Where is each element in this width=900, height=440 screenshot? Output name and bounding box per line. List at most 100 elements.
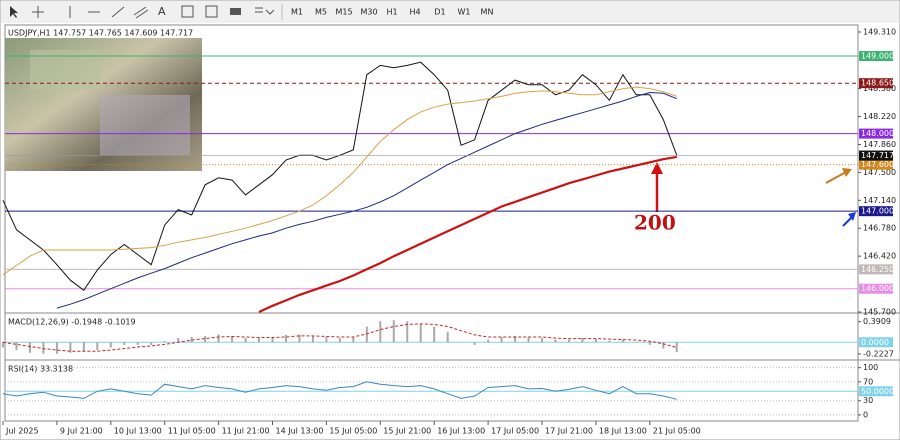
level-label: 149.000 [861, 52, 894, 61]
x-tick-label: 17 Jul 05:00 [491, 427, 539, 436]
level-label-box [859, 386, 893, 397]
shape-icon[interactable] [230, 8, 241, 15]
x-tick-label: 14 Jul 13:00 [276, 427, 324, 436]
macd-bar [136, 342, 139, 345]
macd-bar [163, 341, 166, 343]
timeframe-button[interactable]: M5 [315, 8, 327, 17]
macd-bar [541, 338, 543, 343]
macd-bar [204, 335, 207, 343]
y-tick-label: 147.500 [863, 168, 896, 177]
macd-bar [621, 339, 624, 343]
x-tick-label: 9 Jul 21:00 [60, 427, 103, 436]
level-label: 148.000 [861, 129, 894, 138]
level-label: 148.650 [861, 79, 894, 88]
macd-bar [352, 337, 355, 343]
macd-bar [69, 342, 72, 353]
macd-bar [608, 340, 611, 343]
timeframe-button[interactable]: H1 [386, 8, 397, 17]
level-label: 146.250 [861, 265, 894, 274]
timeframe-button[interactable]: M15 [335, 8, 352, 17]
macd-bar [406, 321, 409, 343]
y-tick-label: 147.140 [863, 196, 896, 205]
y-tick-label: 147.860 [863, 140, 896, 149]
macd-bar [338, 338, 341, 343]
level-label-box [859, 337, 893, 348]
timeframe-button[interactable]: W1 [458, 8, 471, 17]
x-tick-label: 15 Jul 21:00 [383, 427, 431, 436]
y-tick-label: 0 [863, 410, 868, 419]
trend-icon[interactable] [111, 6, 125, 18]
level-label-box [859, 51, 893, 62]
x-tick-label: Jul 2025 [5, 427, 39, 436]
channel-icon[interactable] [133, 6, 149, 19]
timeframe-button[interactable]: H4 [409, 8, 420, 17]
level-label-box [859, 206, 893, 217]
macd-bar [419, 323, 422, 343]
signal-line [2, 323, 677, 352]
macd-bar [473, 342, 476, 345]
timeframe-button[interactable]: MN [481, 8, 494, 17]
y-tick-label: 100 [863, 363, 878, 372]
level-label: 147.600 [861, 160, 894, 169]
macd-bar [392, 320, 395, 343]
timeframe-button[interactable]: M1 [291, 8, 303, 17]
x-tick-label: 18 Jul 13:00 [599, 427, 647, 436]
macd-bar [500, 337, 503, 343]
macd-bar [567, 339, 570, 343]
timeframe-button[interactable]: D1 [434, 8, 445, 17]
level-arrow [842, 216, 853, 227]
toolbar: A [1, 1, 899, 23]
more-icon[interactable] [255, 7, 275, 15]
level-arrow [825, 171, 847, 184]
macd-bar [487, 339, 490, 343]
macd-bar [460, 342, 463, 343]
annotation-arrowhead [651, 162, 663, 174]
y-tick-label: 70 [863, 377, 873, 386]
macd-bar [96, 342, 99, 351]
macd-bar [42, 342, 45, 354]
macd-bar [258, 338, 261, 343]
macd-bar [594, 339, 597, 343]
photo-banknote [100, 95, 190, 155]
cursor-icon[interactable] [10, 6, 18, 18]
macd-bar [554, 339, 557, 343]
macd-bar [109, 342, 112, 348]
y-tick-label: 146.780 [863, 224, 896, 233]
x-tick-label: 16 Jul 13:00 [437, 427, 485, 436]
timeframe-button[interactable]: M30 [360, 8, 377, 17]
y-tick-label: 0.3909 [863, 317, 891, 326]
macd-bar [446, 331, 449, 343]
macd-bar [648, 342, 651, 345]
level-arrowhead [842, 168, 852, 177]
macd-bar [635, 342, 638, 343]
macd-bar [15, 342, 18, 351]
macd-bar [325, 337, 328, 343]
level-label: 146.000 [861, 284, 894, 293]
crosshair-icon[interactable] [32, 6, 44, 18]
x-tick-label: 11 Jul 21:00 [222, 427, 270, 436]
label-icon[interactable] [181, 5, 194, 18]
macd-bar [662, 342, 665, 349]
y-tick-label: 30 [863, 396, 873, 405]
level-label-box [859, 78, 893, 89]
rsi-header: RSI(14) 33.3138 [8, 365, 73, 374]
macd-bar [82, 342, 85, 352]
moving-average [56, 91, 677, 309]
macd-bar [311, 335, 314, 343]
x-tick-label: 21 Jul 05:00 [653, 427, 701, 436]
level-label-box [859, 283, 893, 294]
macd-bar [433, 326, 436, 343]
x-tick-label: 11 Jul 05:00 [168, 427, 216, 436]
level-label-box [859, 128, 893, 139]
macd-bar [581, 338, 584, 343]
moving-average [2, 86, 677, 276]
macd-header: MACD(12,26,9) -0.1948 -0.1019 [8, 318, 136, 327]
box-icon[interactable] [205, 5, 218, 18]
macd-bar [150, 342, 153, 345]
y-tick-label: -0.2227 [863, 349, 894, 358]
text-icon[interactable]: A [158, 5, 166, 18]
symbol-header: USDJPY,H1 147.757 147.765 147.609 147.71… [8, 29, 193, 38]
macd-bar [28, 342, 31, 353]
x-tick-label: 17 Jul 21:00 [545, 427, 593, 436]
